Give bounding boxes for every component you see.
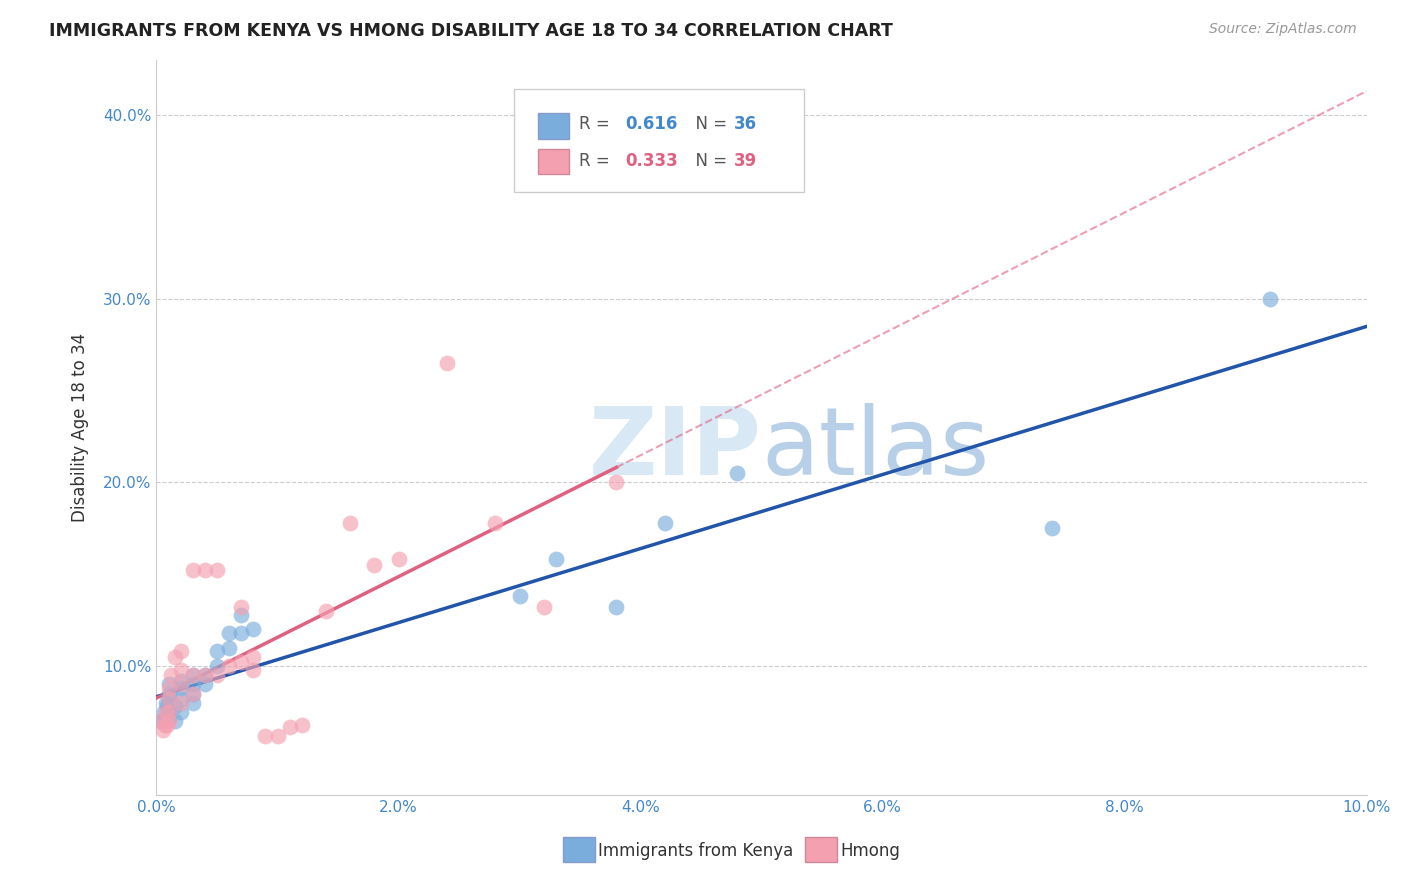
Point — [194, 668, 217, 682]
Point — [181, 687, 204, 701]
Point — [181, 687, 204, 701]
Text: ZIP: ZIP — [589, 403, 762, 495]
Point — [1040, 521, 1063, 535]
FancyBboxPatch shape — [806, 838, 837, 863]
Point — [363, 558, 385, 572]
Point — [157, 692, 180, 706]
Point — [544, 552, 567, 566]
Point — [1258, 292, 1281, 306]
Point — [205, 644, 228, 658]
Point — [254, 729, 277, 743]
Point — [152, 723, 174, 738]
Point — [157, 705, 180, 719]
Point — [218, 640, 240, 655]
Point — [181, 668, 204, 682]
FancyBboxPatch shape — [537, 113, 569, 139]
Point — [153, 710, 176, 724]
Point — [231, 656, 253, 670]
Text: atlas: atlas — [762, 403, 990, 495]
Text: R =: R = — [579, 152, 614, 170]
Point — [205, 668, 228, 682]
FancyBboxPatch shape — [513, 89, 804, 192]
Point — [436, 356, 458, 370]
Text: 0.616: 0.616 — [624, 114, 678, 133]
Point — [170, 681, 193, 695]
Point — [725, 466, 748, 480]
Point — [387, 552, 409, 566]
Point — [163, 649, 186, 664]
Point — [339, 516, 361, 530]
Point — [605, 475, 627, 490]
Text: N =: N = — [685, 152, 733, 170]
Point — [194, 668, 217, 682]
Point — [156, 699, 179, 714]
Point — [170, 705, 193, 719]
Point — [157, 687, 180, 701]
Point — [157, 710, 180, 724]
Point — [533, 600, 555, 615]
Point — [205, 564, 228, 578]
Point — [181, 668, 204, 682]
Point — [242, 622, 264, 636]
Point — [654, 516, 676, 530]
Text: Source: ZipAtlas.com: Source: ZipAtlas.com — [1209, 22, 1357, 37]
Point — [170, 673, 193, 688]
Point — [181, 564, 204, 578]
FancyBboxPatch shape — [564, 838, 595, 863]
Y-axis label: Disability Age 18 to 34: Disability Age 18 to 34 — [72, 333, 89, 522]
Text: 0.333: 0.333 — [624, 152, 678, 170]
Point — [157, 714, 180, 729]
Point — [170, 696, 193, 710]
Point — [160, 668, 183, 682]
Point — [266, 729, 288, 743]
Point — [156, 718, 179, 732]
Point — [194, 564, 217, 578]
Point — [170, 644, 193, 658]
Text: Immigrants from Kenya: Immigrants from Kenya — [599, 841, 793, 860]
Point — [163, 699, 186, 714]
Point — [155, 696, 177, 710]
Point — [194, 677, 217, 691]
Point — [181, 696, 204, 710]
Point — [242, 649, 264, 664]
Point — [157, 677, 180, 691]
Point — [484, 516, 506, 530]
Point — [205, 659, 228, 673]
Point — [152, 705, 174, 719]
Point — [157, 703, 180, 717]
Point — [605, 600, 627, 615]
Point — [218, 626, 240, 640]
Point — [509, 589, 531, 603]
Point — [157, 681, 180, 695]
Text: IMMIGRANTS FROM KENYA VS HMONG DISABILITY AGE 18 TO 34 CORRELATION CHART: IMMIGRANTS FROM KENYA VS HMONG DISABILIT… — [49, 22, 893, 40]
Point — [278, 720, 301, 734]
Text: 39: 39 — [734, 152, 756, 170]
Point — [231, 600, 253, 615]
Point — [155, 705, 177, 719]
Point — [149, 714, 172, 729]
Text: N =: N = — [685, 114, 733, 133]
Point — [181, 677, 204, 691]
Point — [218, 659, 240, 673]
FancyBboxPatch shape — [537, 149, 569, 174]
Text: R =: R = — [579, 114, 614, 133]
Point — [231, 626, 253, 640]
Point — [291, 718, 314, 732]
Point — [170, 692, 193, 706]
Point — [315, 604, 337, 618]
Point — [170, 677, 193, 691]
Point — [163, 714, 186, 729]
Point — [153, 718, 176, 732]
Point — [231, 607, 253, 622]
Point — [157, 692, 180, 706]
Point — [242, 663, 264, 677]
Text: 36: 36 — [734, 114, 756, 133]
Point — [170, 663, 193, 677]
Point — [150, 714, 173, 729]
Text: Hmong: Hmong — [841, 841, 900, 860]
